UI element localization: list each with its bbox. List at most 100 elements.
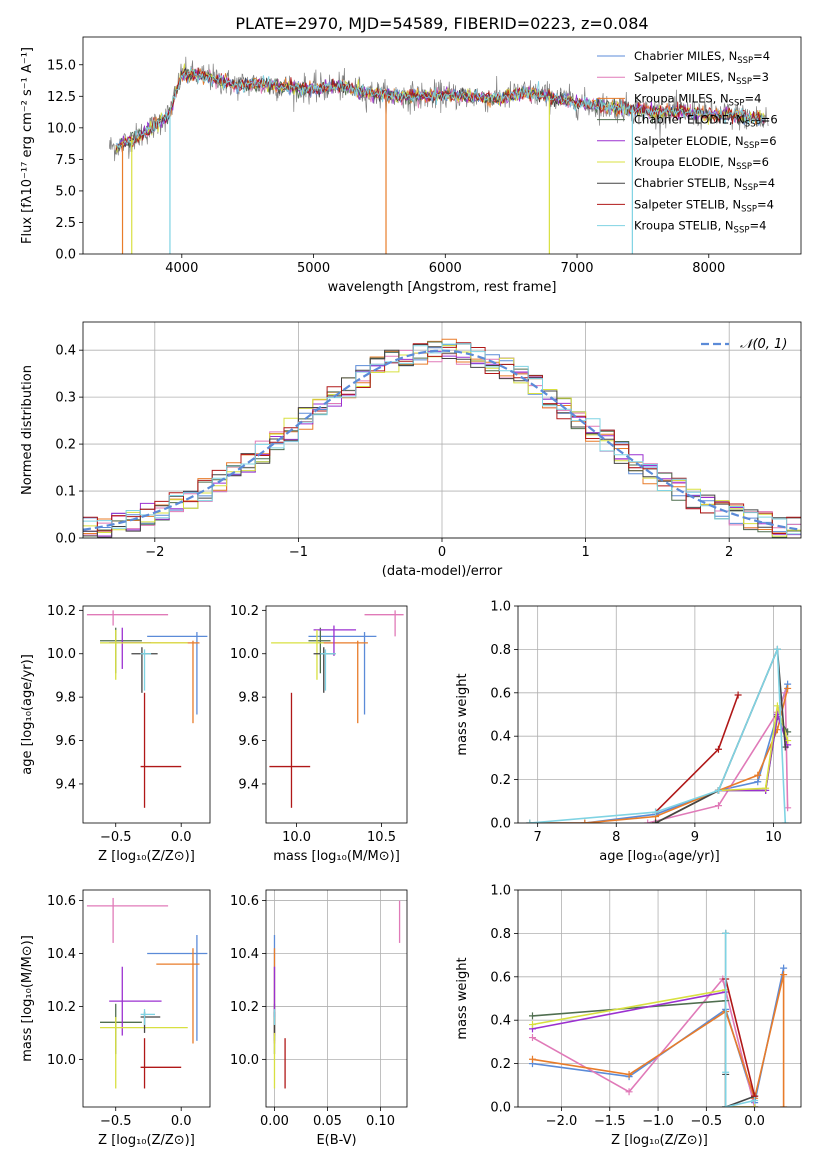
legend-count: =3 — [752, 70, 769, 84]
series-marker — [528, 1012, 536, 1020]
x-tick-label: 0.05 — [313, 1114, 342, 1129]
x-tick-label: −2 — [145, 545, 164, 560]
x-tick-label: −1 — [289, 545, 308, 560]
x-tick-label: −0.5 — [100, 1114, 132, 1129]
y-tick-label: 0.0 — [55, 248, 76, 263]
series-marker — [754, 778, 762, 786]
series-marker — [714, 745, 722, 753]
axes-frame — [265, 605, 408, 824]
series-marker — [625, 1088, 633, 1096]
series-marker — [780, 1103, 788, 1107]
series-marker — [722, 1103, 730, 1107]
x-tick-label: 1 — [581, 545, 589, 560]
y-tick-label: 9.6 — [238, 734, 259, 749]
residuals-chart: −2 −1 0 1 2 0.0 0.1 0.2 0.3 0.4 (data-model)/error… — [20, 321, 802, 579]
y-tick-label: 9.8 — [55, 691, 76, 706]
y-tick-label: 9.4 — [238, 777, 259, 792]
legend-label: Kroupa ELODIE, NSSP=6 — [634, 155, 769, 172]
series-line-1 — [532, 977, 756, 1107]
y-tick-label: 10.4 — [230, 947, 259, 962]
axes-frame — [517, 889, 802, 1108]
y-axis-label: mass weight — [455, 957, 470, 1039]
x-axis-label: age [log₁₀(age/yr)] — [599, 849, 720, 864]
legend-count: =6 — [761, 113, 778, 127]
series-marker — [781, 819, 789, 823]
errorbar-point — [320, 649, 336, 691]
y-tick-label: 0.0 — [490, 817, 511, 832]
errorbar-point — [271, 629, 324, 680]
errorbar-point — [156, 948, 200, 1044]
y-tick-label: 1.0 — [490, 600, 511, 615]
errorbar-point — [140, 692, 182, 808]
figure-title: PLATE=2970, MJD=54589, FIBERID=0223, z=0… — [235, 14, 648, 33]
age-vs-mass-chart: 10.0 10.5 9.4 9.6 9.8 10.0 10.2 mass [log₁₀(M/M… — [230, 604, 408, 864]
legend-label: Chabrier MILES, NSSP=4 — [634, 49, 770, 66]
series-marker — [751, 1103, 759, 1107]
y-tick-label: 0.1 — [55, 485, 76, 500]
legend-label: Kroupa STELIB, NSSP=4 — [634, 219, 766, 236]
legend-label: 𝒩(0, 1) — [740, 337, 787, 352]
y-axis-label: mass weight — [455, 673, 470, 755]
y-tick-label: 10.4 — [47, 947, 76, 962]
massweight-vs-age-chart: 7 8 9 10 0.0 0.2 0.4 0.6 0.8 1.0 age [log₁₀(age/yr… — [455, 600, 802, 864]
x-tick-label: 2 — [725, 545, 733, 560]
errorbar-point — [140, 1038, 182, 1089]
residual-histogram-8 — [83, 343, 801, 535]
series-marker — [722, 929, 730, 937]
y-tick-label: 0.4 — [490, 1014, 511, 1029]
series-marker — [762, 784, 770, 792]
y-tick-label: 1.0 — [490, 884, 511, 899]
errorbar-point — [269, 692, 311, 808]
x-tick-label: −0.5 — [100, 830, 132, 845]
y-tick-label: 9.6 — [55, 734, 76, 749]
y-axis-label: Flux [fλ10⁻¹⁷ erg cm⁻² s⁻¹ A⁻¹] — [20, 47, 35, 244]
y-tick-label: 10.6 — [47, 894, 76, 909]
series-marker — [528, 1034, 536, 1042]
legend-subscript: SSP — [729, 98, 745, 108]
legend-subscript: SSP — [736, 162, 752, 172]
x-tick-label: 9 — [691, 830, 699, 845]
y-tick-label: 0.2 — [490, 1057, 511, 1072]
x-axis-label: (data-model)/error — [382, 564, 503, 579]
spectrum-legend: Chabrier MILES, NSSP=4 Salpeter MILES, NS… — [597, 49, 778, 236]
series-marker — [652, 808, 660, 816]
legend-count: =4 — [757, 197, 774, 211]
x-tick-label: 0.00 — [260, 1114, 289, 1129]
legend-count: =4 — [758, 176, 775, 190]
series-marker — [714, 786, 722, 794]
errorbar-point — [316, 640, 368, 724]
series-marker — [734, 691, 742, 699]
legend-count: =6 — [760, 134, 777, 148]
series-marker — [526, 819, 534, 823]
series-line-8 — [724, 933, 755, 1107]
y-tick-label: 0.4 — [490, 730, 511, 745]
legend-subscript: SSP — [737, 56, 753, 66]
errorbar-point — [86, 897, 169, 943]
y-tick-label: 10.2 — [230, 1000, 259, 1015]
series-line-7 — [724, 978, 756, 1097]
legend-label: Chabrier ELODIE, NSSP=6 — [634, 113, 778, 130]
y-tick-label: 0.0 — [55, 532, 76, 547]
x-tick-label: 0.0 — [171, 1114, 192, 1129]
y-tick-label: 10.2 — [230, 604, 259, 619]
gaussian-curve — [83, 349, 801, 531]
errorbar-point — [140, 1009, 156, 1025]
series-marker — [644, 819, 652, 823]
legend-count: =4 — [753, 49, 770, 63]
errorbar-point — [313, 625, 357, 656]
legend-count: =6 — [752, 155, 769, 169]
legend-subscript: SSP — [744, 141, 760, 151]
y-tick-label: 10.0 — [47, 647, 76, 662]
legend-subscript: SSP — [745, 120, 761, 130]
massweight-vs-Z-chart: −2.0 −1.5 −1.0 −0.5 0.0 0.0 0.2 0.4 0.6 0.8 1.0 Z [… — [455, 884, 802, 1148]
axes-frame — [82, 36, 802, 255]
errorbar-point — [100, 629, 188, 680]
legend-count: =4 — [744, 91, 761, 105]
legend-subscript: SSP — [736, 77, 752, 87]
legend-label: Salpeter STELIB, NSSP=4 — [634, 197, 774, 214]
y-tick-label: 0.6 — [490, 686, 511, 701]
mass-vs-ebv-chart: 0.00 0.05 0.10 10.0 10.2 10.4 10.6 E(B-V) — [230, 889, 408, 1148]
series-marker — [714, 802, 722, 810]
series-marker — [528, 1055, 536, 1063]
